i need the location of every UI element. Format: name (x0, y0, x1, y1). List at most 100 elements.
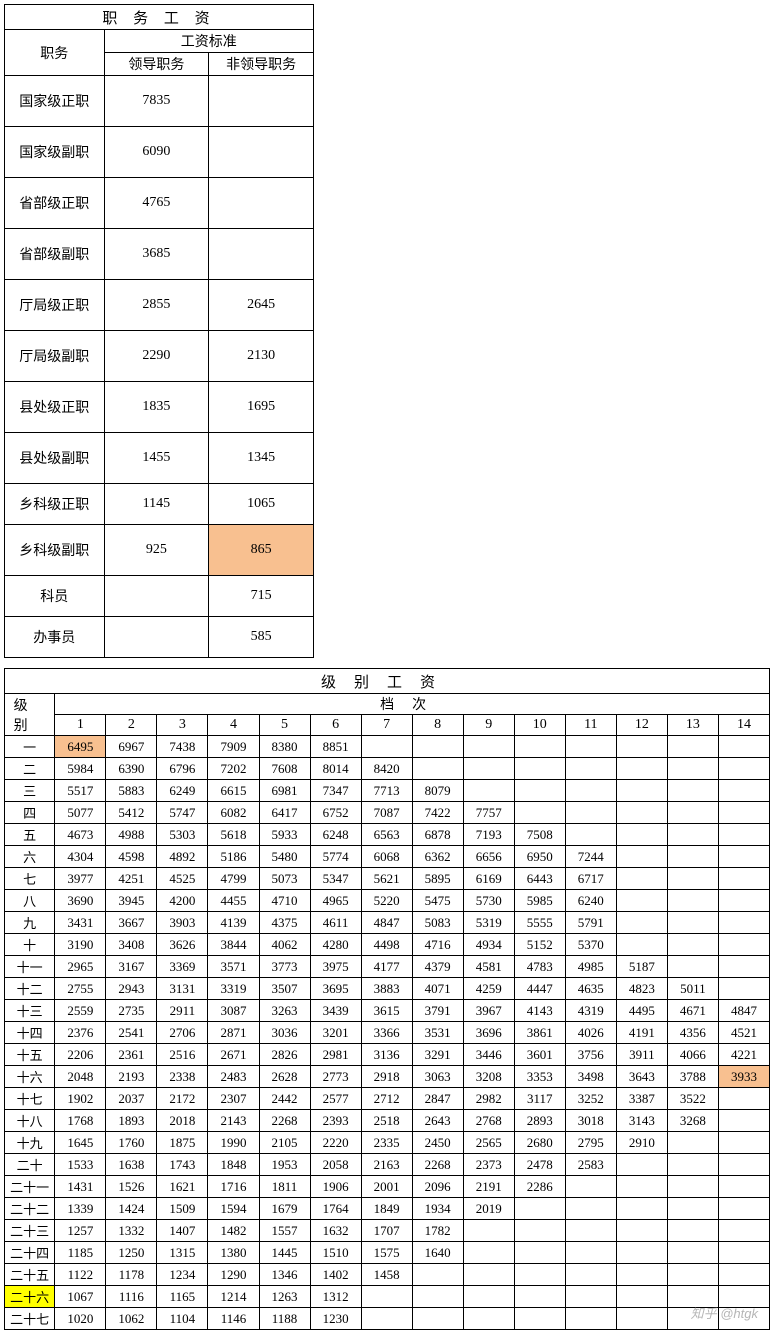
value-cell: 6082 (208, 802, 259, 824)
lead-cell: 2855 (104, 280, 209, 331)
value-cell: 3571 (208, 956, 259, 978)
value-cell: 1782 (412, 1220, 463, 1242)
value-cell: 2893 (514, 1110, 565, 1132)
value-cell: 2220 (310, 1132, 361, 1154)
value-cell: 3695 (310, 978, 361, 1000)
value-cell: 4965 (310, 890, 361, 912)
value-cell: 7438 (157, 736, 208, 758)
value-cell (616, 1286, 667, 1308)
value-cell: 4495 (616, 1000, 667, 1022)
value-cell: 7244 (565, 846, 616, 868)
grade-cell: 二十三 (5, 1220, 55, 1242)
value-cell (667, 824, 718, 846)
table-row: 乡科级副职925865 (5, 525, 314, 576)
position-cell: 厅局级副职 (5, 331, 105, 382)
lead-cell (104, 617, 209, 658)
value-cell: 4799 (208, 868, 259, 890)
value-cell (667, 956, 718, 978)
value-cell: 3667 (106, 912, 157, 934)
value-cell (616, 912, 667, 934)
table-row: 乡科级正职11451065 (5, 484, 314, 525)
value-cell: 1640 (412, 1242, 463, 1264)
value-cell: 3945 (106, 890, 157, 912)
value-cell (667, 1132, 718, 1154)
value-cell: 1257 (55, 1220, 106, 1242)
value-cell: 2193 (106, 1066, 157, 1088)
value-cell: 2516 (157, 1044, 208, 1066)
value-cell: 3861 (514, 1022, 565, 1044)
value-cell: 3136 (361, 1044, 412, 1066)
value-cell: 2373 (463, 1154, 514, 1176)
value-cell: 4521 (718, 1022, 769, 1044)
table-row: 八369039454200445547104965522054755730598… (5, 890, 770, 912)
value-cell (514, 1286, 565, 1308)
table-row: 二十二133914241509159416791764184919342019 (5, 1198, 770, 1220)
value-cell: 3883 (361, 978, 412, 1000)
table-row: 二十一1431152616211716181119062001209621912… (5, 1176, 770, 1198)
value-cell (361, 736, 412, 758)
value-cell (616, 1242, 667, 1264)
value-cell: 5621 (361, 868, 412, 890)
value-cell: 4581 (463, 956, 514, 978)
value-cell: 6248 (310, 824, 361, 846)
value-cell (565, 1242, 616, 1264)
value-cell: 3903 (157, 912, 208, 934)
value-cell: 1458 (361, 1264, 412, 1286)
value-cell: 1062 (106, 1308, 157, 1330)
value-cell: 6362 (412, 846, 463, 868)
value-cell (616, 1308, 667, 1330)
table-row: 十九16451760187519902105222023352450256526… (5, 1132, 770, 1154)
table-row: 二十四11851250131513801445151015751640 (5, 1242, 770, 1264)
table-row: 办事员585 (5, 617, 314, 658)
value-cell: 8079 (412, 780, 463, 802)
value-cell: 2583 (565, 1154, 616, 1176)
value-cell: 5187 (616, 956, 667, 978)
value-cell: 1875 (157, 1132, 208, 1154)
value-cell: 1312 (310, 1286, 361, 1308)
value-cell (565, 1264, 616, 1286)
grade-cell: 五 (5, 824, 55, 846)
value-cell (718, 978, 769, 1000)
value-cell (718, 1264, 769, 1286)
table-row: 县处级副职14551345 (5, 433, 314, 484)
value-cell: 1679 (259, 1198, 310, 1220)
value-cell: 4710 (259, 890, 310, 912)
value-cell (412, 1308, 463, 1330)
table-row: 厅局级正职28552645 (5, 280, 314, 331)
table-row: 科员715 (5, 576, 314, 617)
value-cell (616, 1198, 667, 1220)
value-cell (667, 934, 718, 956)
value-cell: 4985 (565, 956, 616, 978)
value-cell: 2826 (259, 1044, 310, 1066)
value-cell: 3531 (412, 1022, 463, 1044)
value-cell (718, 1154, 769, 1176)
value-cell: 2871 (208, 1022, 259, 1044)
value-cell: 8851 (310, 736, 361, 758)
level-header: 7 (361, 715, 412, 736)
lead-cell: 7835 (104, 76, 209, 127)
value-cell: 3143 (616, 1110, 667, 1132)
value-cell: 1645 (55, 1132, 106, 1154)
value-cell: 4823 (616, 978, 667, 1000)
table-row: 四507754125747608264176752708774227757 (5, 802, 770, 824)
value-cell: 6981 (259, 780, 310, 802)
nonlead-cell (209, 178, 314, 229)
value-cell (514, 1220, 565, 1242)
value-cell: 1760 (106, 1132, 157, 1154)
value-cell: 4716 (412, 934, 463, 956)
value-cell: 1638 (106, 1154, 157, 1176)
value-cell: 1953 (259, 1154, 310, 1176)
value-cell: 3977 (55, 868, 106, 890)
value-cell: 3131 (157, 978, 208, 1000)
grade-cell: 十 (5, 934, 55, 956)
table-row: 五467349885303561859336248656368787193750… (5, 824, 770, 846)
value-cell: 6443 (514, 868, 565, 890)
nonlead-cell: 715 (209, 576, 314, 617)
value-cell: 3063 (412, 1066, 463, 1088)
nonlead-cell: 2645 (209, 280, 314, 331)
value-cell: 1315 (157, 1242, 208, 1264)
value-cell: 8014 (310, 758, 361, 780)
value-cell: 4139 (208, 912, 259, 934)
value-cell: 2643 (412, 1110, 463, 1132)
table-row: 省部级正职4765 (5, 178, 314, 229)
